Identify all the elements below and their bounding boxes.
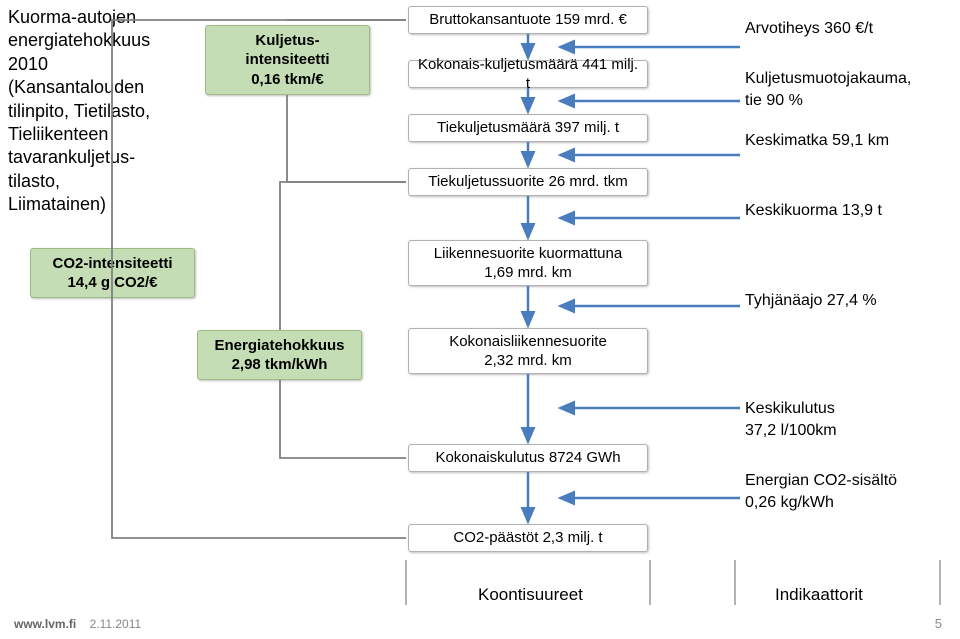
ind-text: 0,26 kg/kWh (745, 494, 834, 511)
empty-running-indicator: Tyhjänäajo 27,4 % (745, 290, 877, 312)
ind-text: Energian CO2-sisältö (745, 472, 897, 489)
indikaattorit-label: Indikaattorit (775, 585, 863, 605)
energy-co2-content-indicator: Energian CO2-sisältö 0,26 kg/kWh (745, 470, 897, 513)
desc-line: tilinpito, Tietilasto, (8, 101, 150, 121)
co2-emissions-box: CO2-päästöt 2,3 milj. t (408, 524, 648, 552)
co2-intensity-box: CO2-intensiteetti 14,4 g CO2/€ (30, 248, 195, 298)
box-text: Kokonaisliikennesuorite (449, 332, 607, 352)
box-text: Bruttokansantuote 159 mrd. € (429, 10, 627, 30)
mode-share-indicator: Kuljetusmuotojakauma, tie 90 % (745, 68, 911, 111)
total-traffic-performance-box: Kokonaisliikennesuorite 2,32 mrd. km (408, 328, 648, 374)
ind-text: tie 90 % (745, 92, 803, 109)
box-text: Tiekuljetusmäärä 397 milj. t (437, 118, 619, 138)
label-text: Indikaattorit (775, 585, 863, 604)
ind-text: Arvotiheys 360 €/t (745, 20, 873, 37)
value-density-indicator: Arvotiheys 360 €/t (745, 18, 873, 40)
box-text: Kokonais-kuljetusmäärä 441 milj. t (417, 55, 639, 94)
avg-load-indicator: Keskikuorma 13,9 t (745, 200, 882, 222)
road-transport-performance-box: Tiekuljetussuorite 26 mrd. tkm (408, 168, 648, 196)
ind-text: Keskikulutus (745, 400, 835, 417)
avg-distance-indicator: Keskimatka 59,1 km (745, 130, 889, 152)
box-text: CO2-päästöt 2,3 milj. t (453, 528, 602, 548)
footer-url: www.lvm.fi (14, 617, 76, 631)
desc-line: energiatehokkuus (8, 30, 150, 50)
slide-description: Kuorma-autojen energiatehokkuus 2010 (Ka… (8, 6, 150, 217)
desc-line: tavarankuljetus- (8, 147, 135, 167)
box-text: 14,4 g CO2/€ (67, 273, 157, 293)
desc-line: (Kansantalouden (8, 77, 144, 97)
desc-line: Tieliikenteen (8, 124, 108, 144)
ind-text: Tyhjänäajo 27,4 % (745, 292, 877, 309)
footer: www.lvm.fi 2.11.2011 (14, 617, 141, 631)
koontisuureet-label: Koontisuureet (478, 585, 583, 605)
desc-line: Liimatainen) (8, 194, 106, 214)
gdp-box: Bruttokansantuote 159 mrd. € (408, 6, 648, 34)
ind-text: 37,2 l/100km (745, 422, 837, 439)
desc-line: tilasto, (8, 171, 60, 191)
ind-text: Keskimatka 59,1 km (745, 132, 889, 149)
desc-line: 2010 (8, 54, 48, 74)
avg-consumption-indicator: Keskikulutus 37,2 l/100km (745, 398, 837, 441)
box-text: Kokonaiskulutus 8724 GWh (435, 448, 620, 468)
loaded-traffic-performance-box: Liikennesuorite kuormattuna 1,69 mrd. km (408, 240, 648, 286)
box-text: Liikennesuorite kuormattuna (434, 244, 622, 264)
box-text: CO2-intensiteetti (52, 254, 172, 274)
page-number: 5 (935, 616, 942, 631)
box-text: Energiatehokkuus (214, 336, 344, 356)
box-text: 2,32 mrd. km (484, 351, 572, 371)
road-transport-volume-box: Tiekuljetusmäärä 397 milj. t (408, 114, 648, 142)
box-text: intensiteetti (245, 50, 329, 70)
ind-text: Kuljetusmuotojakauma, (745, 70, 911, 87)
box-text: 2,98 tkm/kWh (232, 355, 328, 375)
energy-efficiency-box: Energiatehokkuus 2,98 tkm/kWh (197, 330, 362, 380)
footer-date: 2.11.2011 (90, 617, 142, 631)
ind-text: Keskikuorma 13,9 t (745, 202, 882, 219)
box-text: 1,69 mrd. km (484, 263, 572, 283)
box-text: Tiekuljetussuorite 26 mrd. tkm (428, 172, 628, 192)
box-text: 0,16 tkm/€ (251, 70, 324, 90)
total-transport-volume-box: Kokonais-kuljetusmäärä 441 milj. t (408, 60, 648, 88)
desc-line: Kuorma-autojen (8, 7, 136, 27)
page-num-text: 5 (935, 616, 942, 631)
label-text: Koontisuureet (478, 585, 583, 604)
total-consumption-box: Kokonaiskulutus 8724 GWh (408, 444, 648, 472)
box-text: Kuljetus- (255, 31, 319, 51)
transport-intensity-box: Kuljetus- intensiteetti 0,16 tkm/€ (205, 25, 370, 95)
